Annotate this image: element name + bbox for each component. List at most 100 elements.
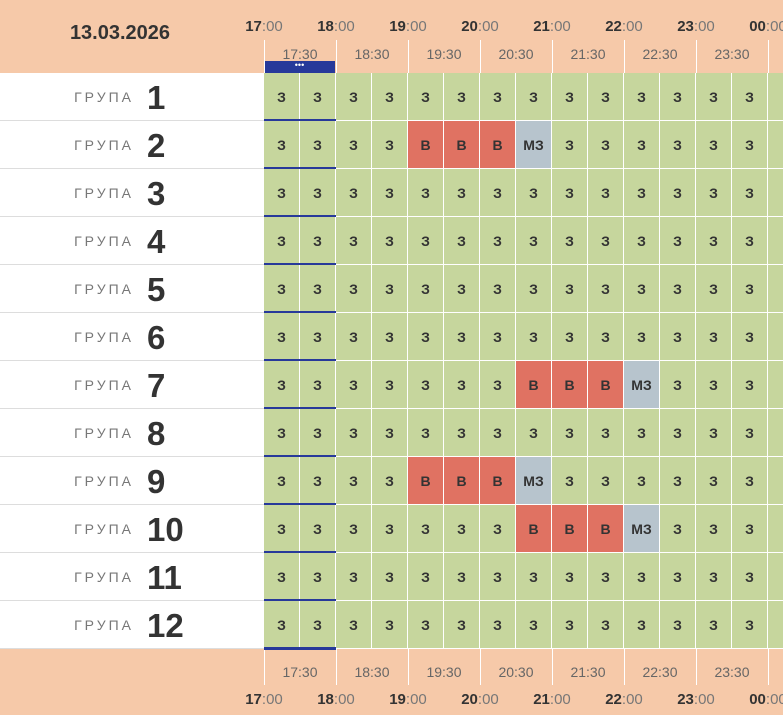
slot-cell[interactable]: З [480, 361, 516, 409]
slot-cell[interactable]: З [264, 457, 300, 505]
slot-cell[interactable]: З [660, 409, 696, 457]
slot-cell[interactable]: З [264, 217, 300, 265]
slot-cell[interactable]: З [444, 505, 480, 553]
slot-cell[interactable]: З [660, 457, 696, 505]
slot-cell[interactable]: З [444, 265, 480, 313]
slot-cell[interactable]: В [588, 361, 624, 409]
slot-cell[interactable]: З [516, 553, 552, 601]
slot-cell[interactable]: З [588, 169, 624, 217]
slot-cell[interactable]: МЗ [516, 457, 552, 505]
slot-cell[interactable]: З [588, 73, 624, 121]
slot-cell[interactable]: З [408, 265, 444, 313]
slot-cell[interactable]: З [588, 313, 624, 361]
slot-cell[interactable]: З [300, 313, 336, 361]
slot-cell[interactable]: З [624, 73, 660, 121]
slot-cell[interactable]: З [696, 313, 732, 361]
slot-cell[interactable]: З [408, 409, 444, 457]
slot-cell[interactable]: З [660, 217, 696, 265]
slot-cell[interactable]: З [516, 601, 552, 649]
slot-cell[interactable]: З [372, 121, 408, 169]
slot-cell[interactable]: З [264, 361, 300, 409]
slot-cell[interactable]: З [336, 505, 372, 553]
slot-cell[interactable]: З [372, 505, 408, 553]
slot-cell[interactable]: З [336, 217, 372, 265]
slot-cell[interactable]: З [552, 601, 588, 649]
slot-cell[interactable]: В [516, 361, 552, 409]
slot-cell[interactable]: З [300, 217, 336, 265]
slot-cell[interactable]: З [696, 601, 732, 649]
slot-cell[interactable]: З [732, 601, 768, 649]
slot-cell[interactable]: З [624, 313, 660, 361]
slot-cell[interactable]: З [336, 457, 372, 505]
slot-cell[interactable]: З [408, 361, 444, 409]
slot-cell[interactable]: З [624, 217, 660, 265]
slot-cell[interactable]: З [624, 265, 660, 313]
slot-cell[interactable]: В [552, 505, 588, 553]
slot-cell[interactable]: З [408, 601, 444, 649]
slot-cell[interactable]: В [408, 121, 444, 169]
slot-cell[interactable]: З [552, 265, 588, 313]
slot-cell[interactable]: З [372, 73, 408, 121]
slot-cell[interactable]: З [336, 409, 372, 457]
slot-cell[interactable]: З [372, 601, 408, 649]
slot-cell[interactable]: В [516, 505, 552, 553]
slot-cell[interactable]: З [372, 457, 408, 505]
slot-cell[interactable]: МЗ [624, 505, 660, 553]
slot-cell[interactable]: З [696, 121, 732, 169]
handle[interactable]: ••• [264, 61, 335, 73]
slot-cell[interactable]: З [408, 505, 444, 553]
slot-cell[interactable]: З [480, 313, 516, 361]
slot-cell[interactable]: З [372, 361, 408, 409]
slot-cell[interactable]: З [624, 601, 660, 649]
slot-cell[interactable]: З [696, 169, 732, 217]
slot-cell[interactable]: З [372, 409, 408, 457]
slot-cell[interactable]: З [300, 505, 336, 553]
slot-cell[interactable]: З [660, 73, 696, 121]
slot-cell[interactable]: З [660, 169, 696, 217]
slot-cell[interactable]: З [552, 169, 588, 217]
slot-cell[interactable]: З [732, 73, 768, 121]
slot-cell[interactable]: З [660, 553, 696, 601]
slot-cell[interactable]: З [660, 313, 696, 361]
slot-cell[interactable]: З [444, 169, 480, 217]
slot-cell[interactable]: З [264, 313, 300, 361]
slot-cell[interactable]: В [408, 457, 444, 505]
slot-cell[interactable]: З [264, 505, 300, 553]
slot-cell[interactable]: З [552, 553, 588, 601]
slot-cell[interactable]: З [624, 169, 660, 217]
slot-cell[interactable]: З [624, 121, 660, 169]
slot-cell[interactable]: З [660, 361, 696, 409]
slot-cell[interactable]: З [444, 553, 480, 601]
slot-cell[interactable]: З [588, 553, 624, 601]
slot-cell[interactable]: З [480, 265, 516, 313]
slot-cell[interactable]: З [588, 601, 624, 649]
slot-cell[interactable]: З [732, 361, 768, 409]
slot-cell[interactable]: З [300, 457, 336, 505]
slot-cell[interactable]: З [444, 313, 480, 361]
slot-cell[interactable]: З [624, 553, 660, 601]
slot-cell[interactable]: З [624, 457, 660, 505]
slot-cell[interactable]: З [732, 217, 768, 265]
slot-cell[interactable]: З [696, 265, 732, 313]
slot-cell[interactable]: З [660, 601, 696, 649]
slot-cell[interactable]: З [732, 409, 768, 457]
slot-cell[interactable]: З [444, 73, 480, 121]
slot-cell[interactable]: З [552, 457, 588, 505]
slot-cell[interactable]: З [552, 313, 588, 361]
slot-cell[interactable]: З [696, 505, 732, 553]
slot-cell[interactable]: З [660, 265, 696, 313]
slot-cell[interactable]: З [660, 505, 696, 553]
slot-cell[interactable]: З [480, 217, 516, 265]
slot-cell[interactable]: З [732, 121, 768, 169]
slot-cell[interactable]: МЗ [624, 361, 660, 409]
slot-cell[interactable]: З [552, 121, 588, 169]
slot-cell[interactable]: З [588, 217, 624, 265]
slot-cell[interactable]: З [336, 169, 372, 217]
slot-cell[interactable]: З [408, 553, 444, 601]
slot-cell[interactable]: З [696, 553, 732, 601]
slot-cell[interactable]: З [372, 265, 408, 313]
slot-cell[interactable]: З [480, 73, 516, 121]
slot-cell[interactable]: З [696, 217, 732, 265]
slot-cell[interactable]: З [732, 457, 768, 505]
slot-cell[interactable]: З [516, 73, 552, 121]
